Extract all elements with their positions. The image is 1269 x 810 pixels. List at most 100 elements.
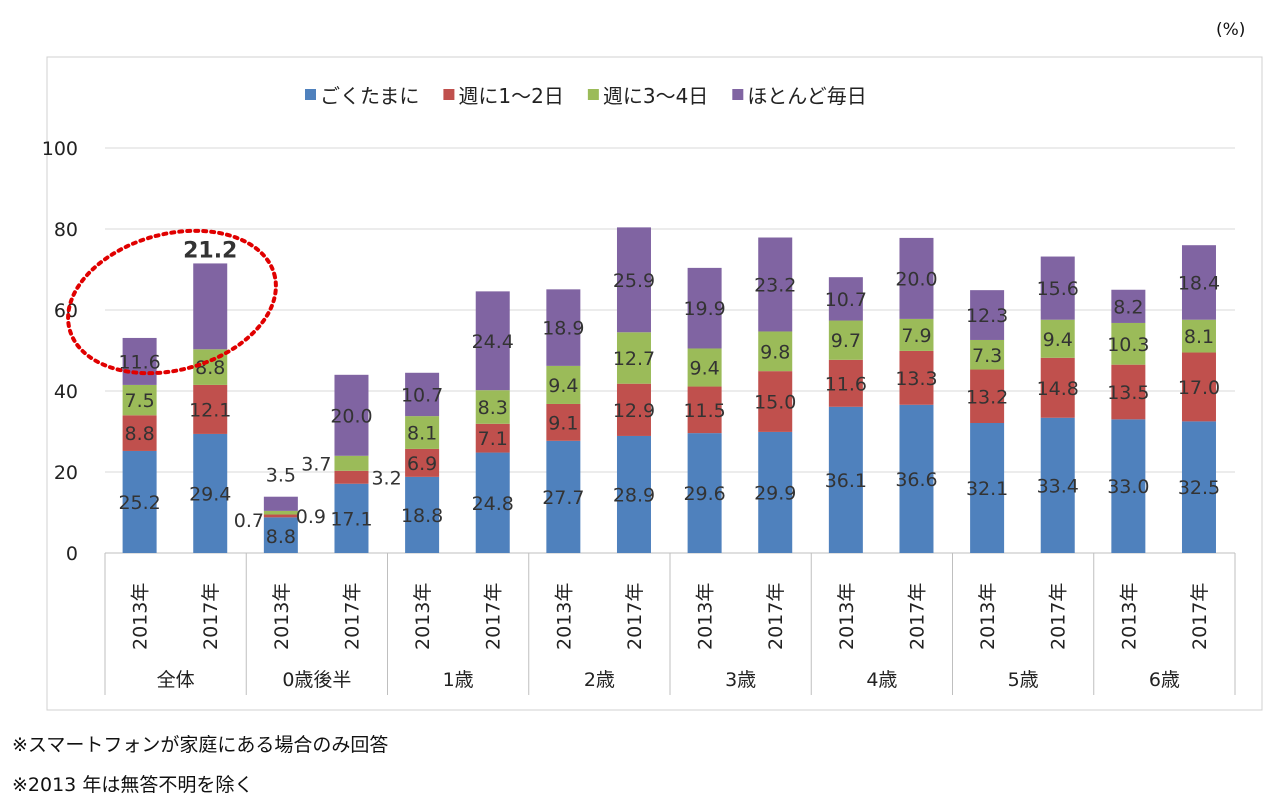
data-label: 36.1 [825,470,867,492]
bar-segment [687,348,722,387]
data-label: 0.9 [296,506,326,528]
data-label: 20.0 [330,405,372,427]
data-label: 9.8 [760,341,790,363]
year-label: 2017年 [624,583,646,650]
bar-segment [122,450,157,553]
data-label: 8.8 [124,423,154,445]
data-label: 28.9 [613,484,655,506]
bar-segment [405,476,440,553]
year-label: 2013年 [130,583,152,650]
data-label: 13.2 [966,386,1008,408]
data-label: 13.5 [1107,382,1149,404]
bar-segment [334,455,369,471]
data-label: 18.8 [401,505,443,527]
year-label: 2017年 [765,583,787,650]
legend-label: ごくたまに [320,84,419,108]
bar-segment [970,369,1005,423]
data-label: 21.2 [183,238,237,263]
bar-segment [263,517,298,553]
bar-segment [405,416,440,449]
data-label: 25.9 [613,270,655,292]
data-label: 36.6 [895,469,937,491]
bar-segment [828,359,863,407]
bar-segment [475,291,510,391]
bar-segment [758,371,793,432]
data-label: 19.9 [683,298,725,320]
data-label: 11.5 [683,400,725,422]
bar-segment [263,496,298,511]
year-label: 2017年 [1189,583,1211,650]
bar-segment [616,383,651,436]
year-label: 2013年 [977,583,999,650]
group-label: 4歳 [866,669,897,691]
year-label: 2013年 [695,583,717,650]
y-tick-label: 100 [42,138,78,160]
y-tick-label: 40 [54,381,78,403]
data-label: 27.7 [542,487,584,509]
data-label: 33.0 [1107,476,1149,498]
data-label: 17.0 [1178,377,1220,399]
bar-segment [758,237,793,332]
bar-segment [1040,256,1075,320]
bar-segment [122,415,157,451]
data-label: 11.6 [118,351,160,373]
bar-segment [475,423,510,453]
data-label: 7.3 [972,345,1002,367]
data-label: 3.7 [301,453,331,475]
data-label: 32.5 [1178,477,1220,499]
bar-segment [334,470,369,484]
legend-swatch [587,89,599,100]
data-label: 20.0 [895,268,937,290]
data-label: 8.8 [266,526,296,548]
bar-segment [1040,417,1075,553]
group-label: 3歳 [725,669,756,691]
bar-segment [899,350,934,405]
data-label: 3.2 [371,467,401,489]
bar-segment [828,320,863,360]
bar-segment [828,277,863,321]
bar-segment [334,374,369,456]
bar-segment [475,452,510,553]
group-label: 2歳 [584,669,615,691]
bar-segment [687,267,722,349]
bar-segment [405,448,440,477]
data-label: 9.7 [831,330,861,352]
data-label: 17.1 [330,508,372,530]
data-label: 15.6 [1037,278,1079,300]
data-label: 8.3 [478,397,508,419]
data-label: 12.3 [966,305,1008,327]
y-tick-label: 80 [54,219,78,241]
group-label: 1歳 [443,669,474,691]
data-label: 7.5 [124,390,154,412]
group-label: 5歳 [1008,669,1039,691]
data-label: 15.0 [754,392,796,414]
data-label: 25.2 [118,492,160,514]
data-label: 9.4 [689,358,719,380]
bar-segment [758,331,793,372]
bar-segment [970,339,1005,370]
year-label: 2013年 [412,583,434,650]
legend-label: 週に1～2日 [458,84,563,108]
data-label: 18.9 [542,318,584,340]
note-1: ※スマートフォンが家庭にある場合のみ回答 [12,734,389,756]
bar-segment [1111,322,1146,365]
group-label: 6歳 [1149,669,1180,691]
data-label: 32.1 [966,478,1008,500]
bar-segment [899,318,934,351]
chart-frame [46,56,1263,711]
bar-segment [1111,364,1146,420]
data-label: 3.5 [266,465,296,487]
data-label: 8.1 [407,423,437,445]
legend-label: ほとんど毎日 [747,84,866,108]
bar-segment [1181,352,1216,422]
bar-segment [758,431,793,553]
data-label: 29.4 [189,483,231,505]
legend-swatch [305,89,316,100]
bar-segment [1181,245,1216,320]
year-label: 2017年 [483,583,505,650]
year-label: 2017年 [200,583,222,650]
bar-segment [405,372,440,417]
data-label: 9.4 [1043,329,1073,351]
